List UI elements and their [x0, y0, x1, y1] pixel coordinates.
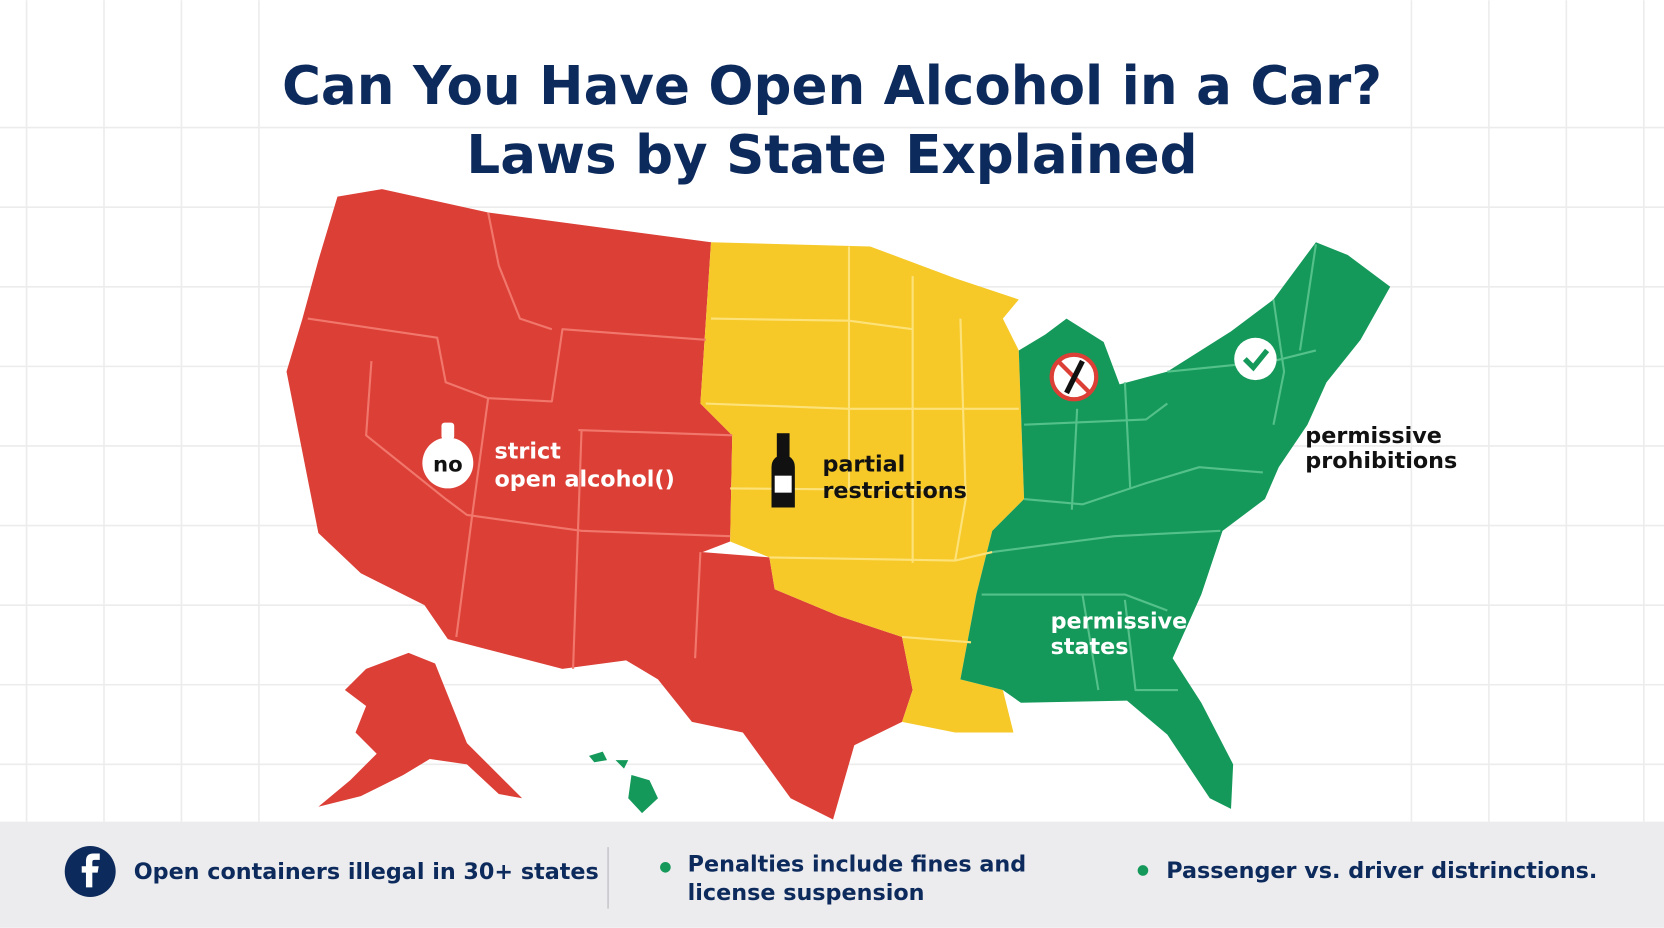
footer-text: license suspension — [688, 880, 925, 906]
map-label: permissive — [1305, 423, 1442, 449]
strict-region — [286, 189, 913, 820]
title-line: Can You Have Open Alcohol in a Car? — [282, 55, 1382, 117]
map-label: open alcohol() — [495, 466, 675, 492]
map-label: restrictions — [822, 478, 966, 504]
facebook-glyph — [81, 853, 100, 888]
footer-text: Penalties include fines and — [688, 852, 1027, 878]
map-label: permissive — [1051, 608, 1188, 634]
partial-region — [700, 242, 1025, 733]
map-label: prohibitions — [1305, 448, 1457, 474]
state-borders — [705, 246, 1019, 644]
strict-region-alaska — [318, 652, 523, 807]
bottle-icon — [771, 433, 795, 508]
bullet — [1137, 865, 1149, 876]
icon-label: no — [433, 452, 463, 477]
footer-text: Open containers illegal in 30+ states — [134, 859, 599, 885]
footer-text: Passenger vs. driver distrinctions. — [1166, 858, 1597, 884]
footer-bar — [0, 821, 1664, 928]
map-label: partial — [822, 451, 905, 477]
check-icon — [1234, 337, 1277, 381]
no-sign-icon — [1049, 352, 1099, 402]
bottle-icon: no — [422, 422, 474, 489]
map-label: states — [1051, 634, 1129, 660]
permissive-region-hawaii — [588, 751, 658, 814]
state-borders — [981, 244, 1317, 692]
title-line: Laws by State Explained — [466, 124, 1197, 186]
map-label: strict — [495, 439, 562, 465]
bullet — [660, 861, 671, 873]
state-borders — [307, 212, 733, 669]
